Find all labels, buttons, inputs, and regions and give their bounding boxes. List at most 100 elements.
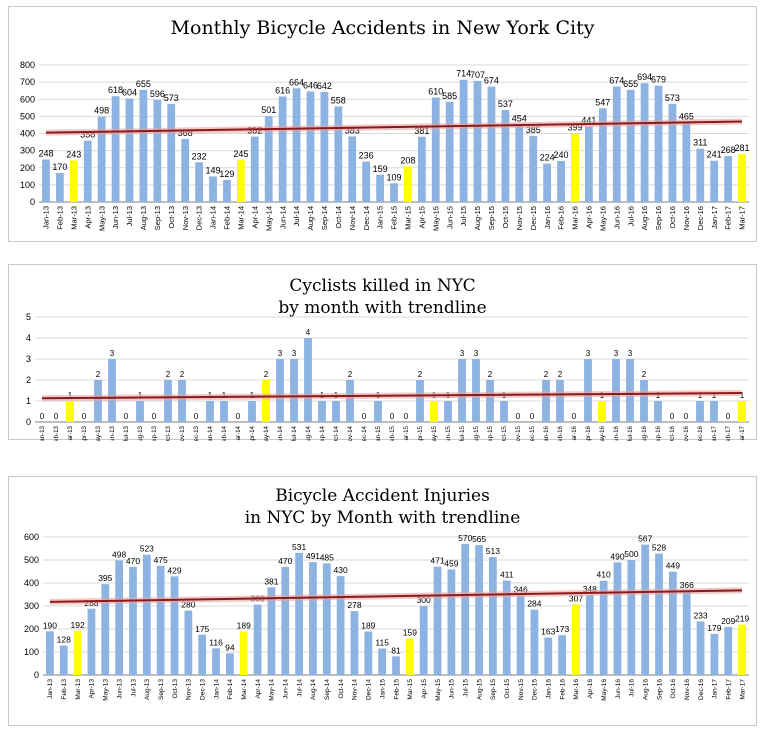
bar (585, 594, 594, 675)
x-tick-label: Jan-15 (379, 679, 386, 699)
x-tick-label: Apr-13 (89, 679, 96, 699)
x-tick-label: Jun-16 (613, 425, 620, 441)
x-tick-label: Apr-16 (587, 679, 594, 699)
bar (459, 79, 468, 202)
x-tick-label: Jan-16 (543, 425, 550, 441)
bar (136, 401, 144, 422)
bar (502, 580, 511, 675)
data-label: 208 (400, 155, 415, 165)
y-tick-label: 100 (20, 180, 35, 190)
bar (320, 92, 329, 202)
x-tick-label: Feb-13 (61, 679, 68, 700)
bar (392, 656, 400, 675)
x-tick-label: Dec-16 (697, 425, 704, 441)
x-tick-label: Nov-13 (181, 206, 190, 230)
x-tick-label: Feb-15 (393, 679, 400, 700)
data-label: 0 (404, 412, 409, 421)
x-tick-label: Jun-14 (277, 425, 284, 441)
trendline (45, 120, 743, 134)
data-label: 642 (317, 81, 332, 91)
data-label: 694 (637, 72, 652, 82)
data-label: 116 (209, 637, 223, 647)
x-tick-label: Jun-14 (283, 679, 290, 699)
x-tick-label: Jan-17 (710, 206, 719, 229)
x-tick-label: Jul-13 (125, 206, 134, 226)
bar (487, 86, 496, 202)
bar (696, 621, 705, 675)
bar (220, 401, 228, 422)
y-tick-label: 5 (26, 312, 31, 322)
bar (332, 401, 340, 422)
data-label: 278 (347, 600, 361, 610)
x-tick-label: Aug-15 (476, 679, 483, 700)
data-label: 501 (261, 105, 276, 115)
x-tick-label: Nov-15 (515, 206, 524, 230)
bar (626, 359, 634, 422)
bar (461, 543, 470, 675)
x-tick-label: Sep-14 (324, 679, 331, 700)
bar (542, 380, 550, 422)
data-label: 240 (554, 150, 569, 160)
data-label: 430 (334, 565, 348, 575)
data-label: 159 (403, 627, 417, 637)
y-tick-label: 200 (20, 163, 35, 173)
x-tick-label: Aug-14 (305, 425, 312, 441)
bar-highlight (572, 604, 580, 675)
data-label: 475 (154, 555, 168, 565)
x-tick-label: Feb-15 (390, 206, 399, 230)
x-tick-label: Jan-14 (213, 679, 220, 699)
trendline (49, 589, 743, 603)
bar-highlight (239, 631, 248, 675)
bar (378, 648, 387, 675)
x-tick-label: Jul-15 (459, 425, 466, 441)
x-tick-label: Sep-16 (655, 425, 662, 441)
y-tick-label: 600 (20, 94, 35, 104)
y-tick-label: 600 (24, 532, 39, 542)
bar (486, 380, 494, 422)
data-label: 0 (40, 412, 45, 421)
x-tick-label: Jun-13 (116, 679, 123, 699)
x-tick-label: May-13 (103, 679, 110, 701)
bar (655, 553, 663, 675)
data-label: 241 (707, 150, 722, 160)
x-tick-label: Sep-13 (151, 425, 158, 441)
bar (253, 604, 262, 675)
data-label: 159 (373, 164, 388, 174)
data-label: 224 (540, 153, 555, 163)
bar (59, 645, 68, 675)
data-label: 348 (583, 584, 597, 594)
bar (223, 179, 231, 202)
x-tick-label: Mar-14 (241, 679, 248, 700)
bar (348, 136, 357, 202)
bar (668, 103, 677, 202)
bar (306, 91, 315, 202)
x-tick-label: Apr-14 (255, 679, 262, 699)
bar (281, 566, 290, 675)
data-label: 0 (124, 412, 129, 421)
data-label: 385 (526, 125, 541, 135)
data-label: 558 (331, 95, 346, 105)
data-label: 366 (680, 580, 694, 590)
x-tick-label: Dec-16 (698, 679, 705, 700)
data-label: 570 (458, 533, 472, 543)
data-label: 646 (303, 80, 318, 90)
bar-highlight (738, 401, 746, 422)
data-label: 284 (527, 599, 541, 609)
data-label: 3 (278, 349, 283, 358)
data-label: 149 (206, 165, 221, 175)
x-tick-label: Dec-15 (529, 206, 538, 230)
bar (142, 554, 151, 675)
data-label: 547 (595, 97, 610, 107)
chart-title-line-1: Monthly Bicycle Accidents in New York Ci… (170, 17, 595, 39)
x-tick-label: Oct-14 (334, 206, 343, 229)
x-tick-label: Sep-15 (487, 206, 496, 230)
x-tick-label: Mar-13 (75, 679, 82, 700)
bar (473, 80, 482, 202)
x-tick-label: Jun-16 (612, 206, 621, 229)
x-tick-label: Oct-15 (501, 206, 510, 229)
bar (419, 606, 428, 675)
chart-panel-injuries: Bicycle Accident Injuries in NYC by Mont… (8, 476, 757, 726)
x-tick-label: Mar-15 (407, 679, 414, 700)
x-tick-label: Apr-15 (421, 679, 428, 699)
data-label: 2 (488, 370, 493, 379)
